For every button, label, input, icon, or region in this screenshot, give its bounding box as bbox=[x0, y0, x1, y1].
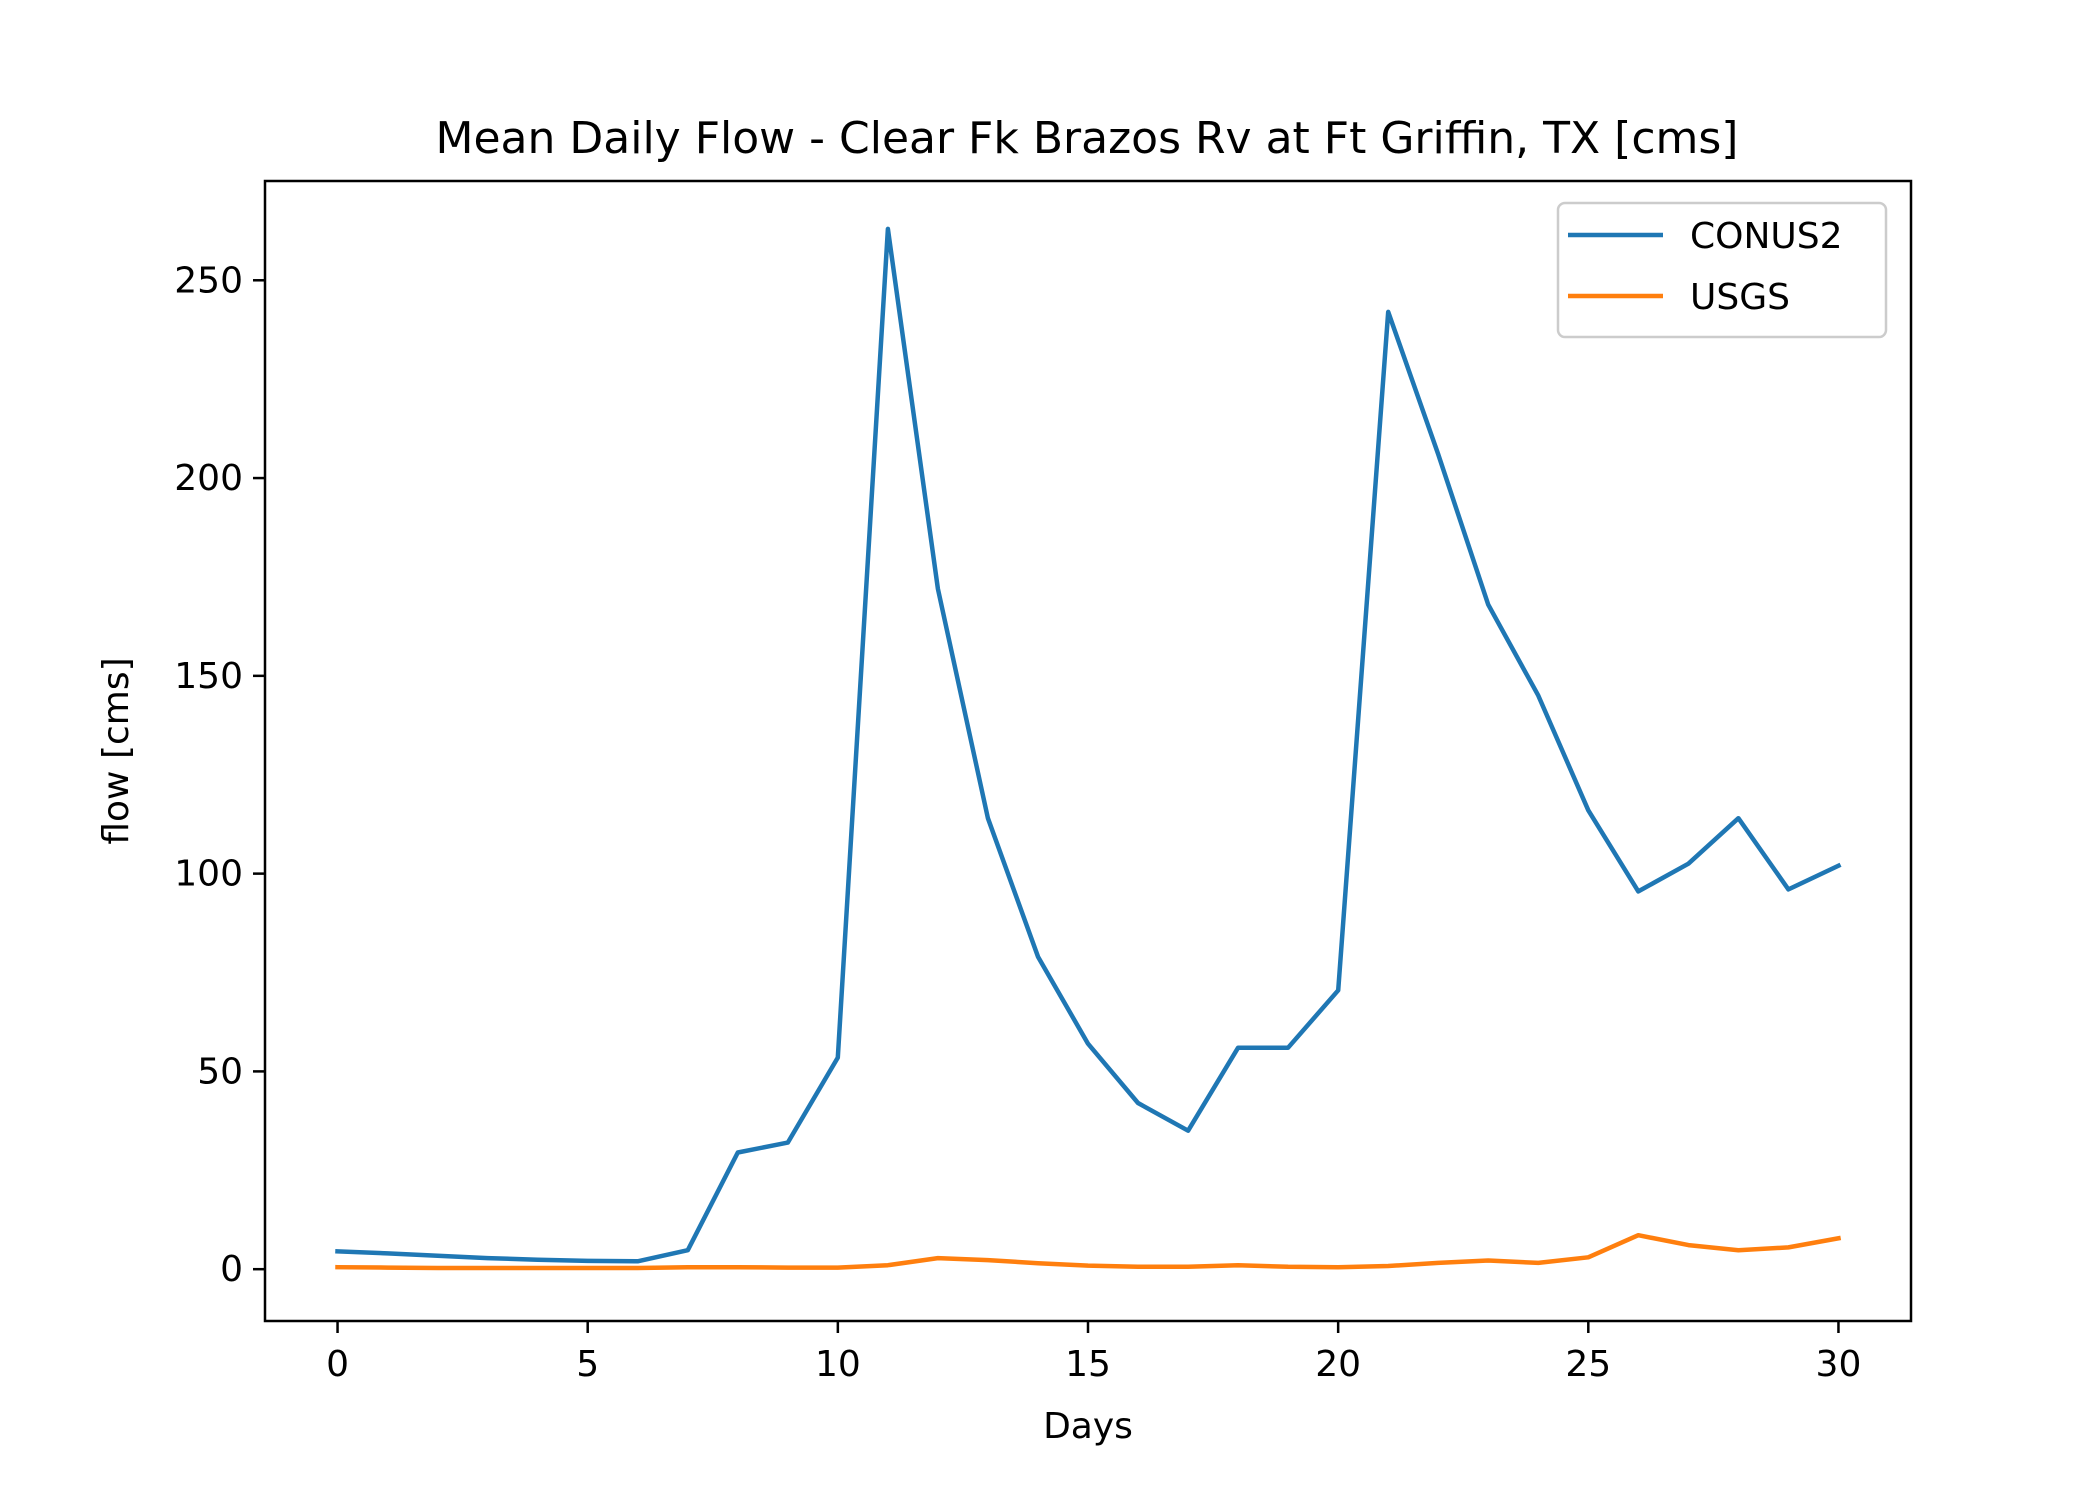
chart-title: Mean Daily Flow - Clear Fk Brazos Rv at … bbox=[436, 113, 1739, 164]
plot-area: 0 5 10 15 20 25 30 0 50 100 150 200 250 bbox=[174, 179, 1913, 1385]
x-tick-label: 5 bbox=[576, 1344, 599, 1385]
x-tick-label: 20 bbox=[1315, 1344, 1361, 1385]
x-tick-label: 15 bbox=[1065, 1344, 1111, 1385]
series-line-usgs bbox=[335, 1232, 1842, 1271]
legend: CONUS2 USGS bbox=[1556, 201, 1888, 339]
y-tick-label: 200 bbox=[174, 458, 243, 499]
x-tick-label: 10 bbox=[815, 1344, 861, 1385]
y-axis: 0 50 100 150 200 250 bbox=[174, 260, 265, 1290]
y-axis-label: flow [cms] bbox=[96, 657, 137, 844]
y-tick-label: 250 bbox=[174, 260, 243, 301]
x-tick-label: 30 bbox=[1816, 1344, 1862, 1385]
x-tick-label: 0 bbox=[326, 1344, 349, 1385]
y-tick-label: 50 bbox=[197, 1051, 243, 1092]
legend-label-usgs: USGS bbox=[1690, 277, 1790, 318]
y-tick-label: 100 bbox=[174, 854, 243, 895]
x-tick-label: 25 bbox=[1565, 1344, 1611, 1385]
y-tick-label: 0 bbox=[220, 1249, 243, 1290]
series-lines bbox=[335, 226, 1842, 1271]
x-axis-label: Days bbox=[1043, 1406, 1133, 1447]
y-tick-label: 150 bbox=[174, 656, 243, 697]
legend-label-conus2: CONUS2 bbox=[1690, 216, 1843, 257]
x-axis: 0 5 10 15 20 25 30 bbox=[326, 1321, 1861, 1385]
series-line-conus2 bbox=[335, 226, 1842, 1264]
